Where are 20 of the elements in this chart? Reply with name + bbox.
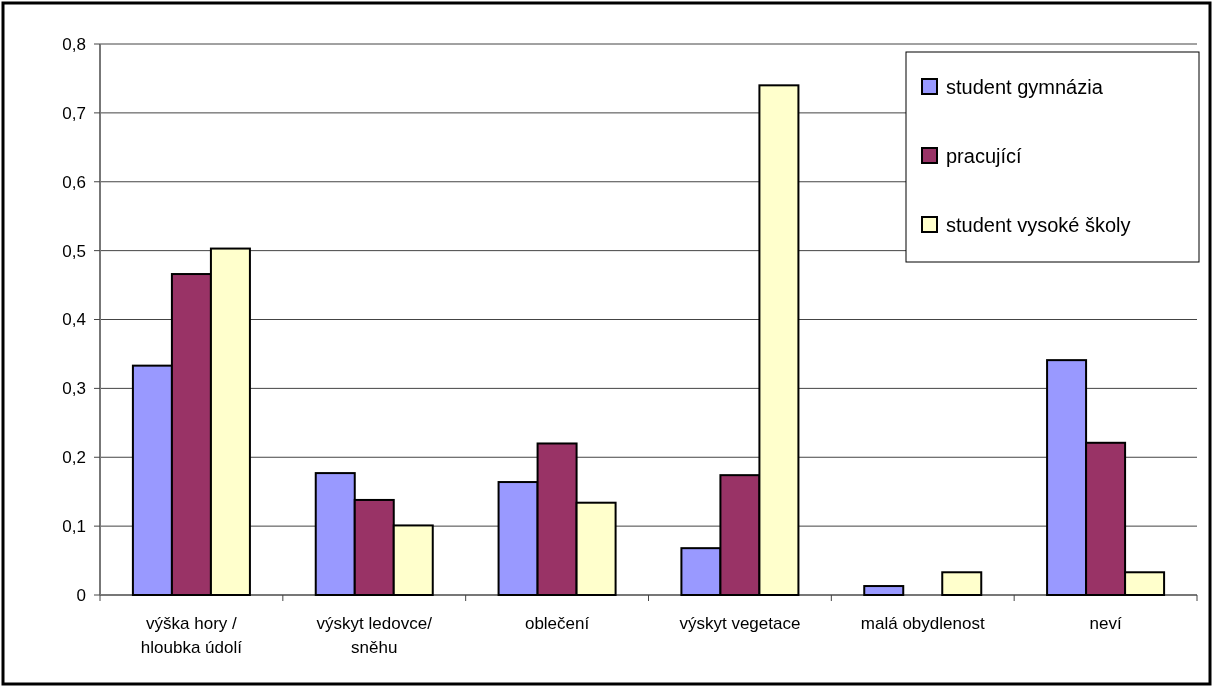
y-tick-label: 0,1 <box>62 517 86 537</box>
legend-label: student gymnázia <box>946 76 1104 98</box>
x-tick-label: malá obydlenost <box>860 614 985 633</box>
y-tick-label: 0,6 <box>62 172 86 192</box>
x-tick-label: výška hory / hloubka údolí <box>140 614 243 657</box>
y-tick-label: 0,7 <box>62 103 86 123</box>
y-tick-label: 0,3 <box>62 379 86 399</box>
y-tick-label: 0,2 <box>62 448 86 468</box>
x-tick-label: výskyt ledovce/ sněhu <box>316 614 433 657</box>
y-tick-label: 0,4 <box>62 310 86 330</box>
y-tick-label: 0 <box>76 585 86 605</box>
legend-label: student vysoké školy <box>946 214 1131 236</box>
bar <box>941 571 983 596</box>
x-tick-label: oblečení <box>524 614 590 633</box>
legend-label: pracující <box>946 145 1023 167</box>
y-tick-label: 0,8 <box>62 34 86 54</box>
y-tick-label: 0,5 <box>62 241 86 261</box>
bar <box>863 585 905 596</box>
x-tick-label: neví <box>1089 614 1122 633</box>
x-tick-label: výskyt vegetace <box>679 614 801 633</box>
